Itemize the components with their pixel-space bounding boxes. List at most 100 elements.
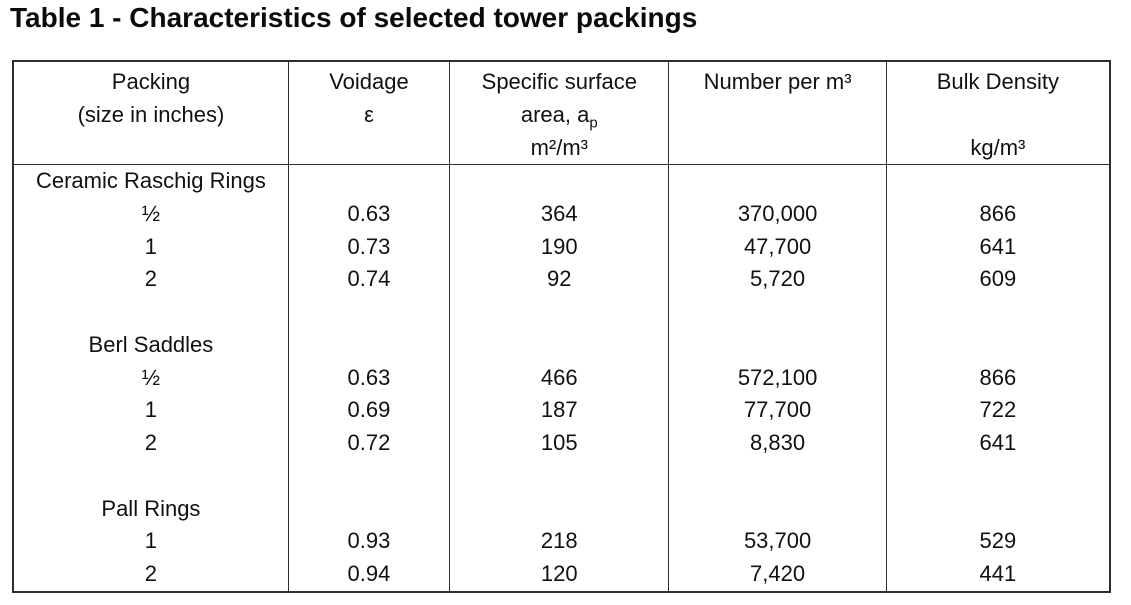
cell-bulk: 609 bbox=[885, 263, 1111, 297]
cell-packing bbox=[12, 459, 289, 493]
col-header-packing: Packing (size in inches) bbox=[12, 61, 289, 165]
col-header-voidage: Voidage ε bbox=[287, 61, 451, 165]
header-line: Specific surface bbox=[481, 69, 637, 94]
spacer-row bbox=[12, 459, 1111, 493]
header-units: kg/m³ bbox=[970, 135, 1026, 160]
cell-voidage: 0.73 bbox=[287, 230, 451, 264]
cell-voidage: 0.72 bbox=[287, 427, 451, 460]
tower-packings-table: Packing (size in inches) Voidage ε Speci… bbox=[12, 60, 1111, 593]
cell-number: 47,700 bbox=[668, 230, 887, 264]
surface-area-subscript: p bbox=[589, 114, 598, 132]
group-header-row: Berl Saddles bbox=[12, 328, 1111, 362]
cell-packing bbox=[12, 296, 289, 329]
cell-surface bbox=[449, 492, 670, 526]
cell-packing: Ceramic Raschig Rings bbox=[12, 164, 289, 198]
cell-voidage: 0.94 bbox=[287, 558, 451, 592]
header-line: Voidage bbox=[329, 69, 409, 94]
table-row: 2 0.74 92 5,720 609 bbox=[12, 263, 1111, 297]
cell-number: 53,700 bbox=[668, 525, 887, 559]
table-header: Packing (size in inches) Voidage ε Speci… bbox=[12, 61, 1111, 165]
cell-number: 77,700 bbox=[668, 394, 887, 428]
table-body: Ceramic Raschig Rings ½ 0.63 364 370,000 866 1… bbox=[12, 164, 1111, 592]
col-header-bulk-density: Bulk Density kg/m³ bbox=[885, 61, 1111, 165]
cell-number bbox=[668, 459, 887, 493]
cell-voidage bbox=[287, 296, 451, 329]
cell-surface: 187 bbox=[449, 394, 670, 428]
cell-surface: 190 bbox=[449, 230, 670, 264]
cell-bulk bbox=[885, 492, 1111, 526]
header-line: Number per m³ bbox=[703, 69, 852, 94]
cell-packing: 1 bbox=[12, 394, 289, 428]
cell-number: 7,420 bbox=[668, 558, 887, 592]
cell-bulk: 722 bbox=[885, 394, 1111, 428]
cell-voidage bbox=[287, 164, 451, 198]
cell-number bbox=[668, 492, 887, 526]
group-header-row: Pall Rings bbox=[12, 492, 1111, 526]
cell-surface bbox=[449, 164, 670, 198]
cell-bulk: 866 bbox=[885, 197, 1111, 231]
cell-voidage bbox=[287, 328, 451, 362]
cell-number: 8,830 bbox=[668, 427, 887, 460]
header-units: m²/m³ bbox=[530, 135, 588, 160]
cell-surface bbox=[449, 328, 670, 362]
cell-number bbox=[668, 164, 887, 198]
cell-packing: ½ bbox=[12, 197, 289, 231]
cell-voidage: 0.63 bbox=[287, 197, 451, 231]
header-line: area, ap bbox=[450, 98, 668, 131]
group-header-row: Ceramic Raschig Rings bbox=[12, 164, 1111, 198]
cell-surface: 218 bbox=[449, 525, 670, 559]
cell-voidage: 0.69 bbox=[287, 394, 451, 428]
header-line: (size in inches) bbox=[77, 102, 225, 127]
table-row: 1 0.93 218 53,700 529 bbox=[12, 525, 1111, 559]
cell-packing: 2 bbox=[12, 427, 289, 460]
cell-packing: Pall Rings bbox=[12, 492, 289, 526]
table-row: 1 0.73 190 47,700 641 bbox=[12, 230, 1111, 264]
header-line: ε bbox=[364, 102, 374, 127]
cell-number: 370,000 bbox=[668, 197, 887, 231]
cell-bulk: 441 bbox=[885, 558, 1111, 592]
table-title: Table 1 - Characteristics of selected to… bbox=[10, 2, 698, 33]
cell-bulk: 641 bbox=[885, 230, 1111, 264]
table-row: ½ 0.63 364 370,000 866 bbox=[12, 197, 1111, 231]
cell-packing: ½ bbox=[12, 361, 289, 395]
header-spacer bbox=[887, 98, 1109, 131]
cell-voidage bbox=[287, 459, 451, 493]
cell-number: 572,100 bbox=[668, 361, 887, 395]
cell-number: 5,720 bbox=[668, 263, 887, 297]
cell-bulk bbox=[885, 459, 1111, 493]
cell-surface: 120 bbox=[449, 558, 670, 592]
cell-packing: 2 bbox=[12, 263, 289, 297]
cell-voidage bbox=[287, 492, 451, 526]
cell-bulk: 866 bbox=[885, 361, 1111, 395]
cell-bulk bbox=[885, 164, 1111, 198]
header-line: Packing bbox=[111, 69, 191, 94]
spacer-row bbox=[12, 296, 1111, 329]
header-line: Bulk Density bbox=[936, 69, 1059, 94]
col-header-number: Number per m³ bbox=[668, 61, 887, 165]
cell-voidage: 0.63 bbox=[287, 361, 451, 395]
cell-packing: 1 bbox=[12, 230, 289, 264]
cell-voidage: 0.93 bbox=[287, 525, 451, 559]
cell-number bbox=[668, 328, 887, 362]
table-row: ½ 0.63 466 572,100 866 bbox=[12, 361, 1111, 395]
cell-packing: 2 bbox=[12, 558, 289, 592]
cell-voidage: 0.74 bbox=[287, 263, 451, 297]
cell-surface: 92 bbox=[449, 263, 670, 297]
cell-surface: 466 bbox=[449, 361, 670, 395]
cell-surface bbox=[449, 459, 670, 493]
surface-area-symbol: area, a bbox=[520, 102, 590, 127]
cell-surface bbox=[449, 296, 670, 329]
col-header-surface: Specific surface area, ap m²/m³ bbox=[449, 61, 670, 165]
header-row: Packing (size in inches) Voidage ε Speci… bbox=[12, 61, 1111, 165]
cell-bulk: 641 bbox=[885, 427, 1111, 460]
cell-bulk bbox=[885, 296, 1111, 329]
cell-bulk bbox=[885, 328, 1111, 362]
cell-surface: 105 bbox=[449, 427, 670, 460]
cell-bulk: 529 bbox=[885, 525, 1111, 559]
table-row: 1 0.69 187 77,700 722 bbox=[12, 394, 1111, 428]
cell-surface: 364 bbox=[449, 197, 670, 231]
table-row: 2 0.94 120 7,420 441 bbox=[12, 558, 1111, 592]
cell-number bbox=[668, 296, 887, 329]
table-row: 2 0.72 105 8,830 641 bbox=[12, 427, 1111, 460]
